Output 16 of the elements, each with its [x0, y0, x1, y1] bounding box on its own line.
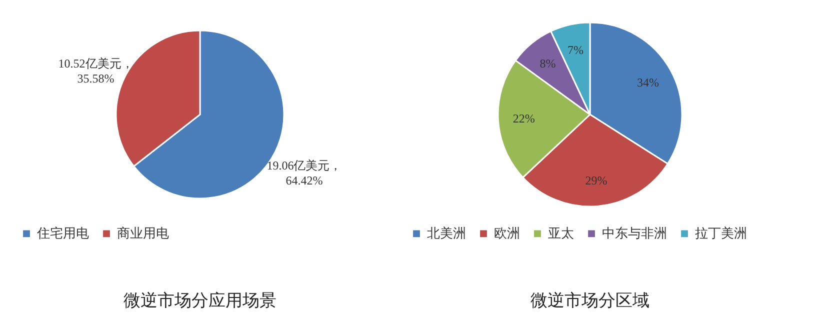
data-label: 7% [568, 42, 584, 57]
text: 微逆市场分区域 [530, 291, 650, 311]
data-label: 19.06亿美元，64.42% [266, 158, 342, 188]
legend-label: 北美洲 [427, 226, 466, 242]
legend-label: 商业用电 [117, 226, 169, 242]
legend-label: 中东与非洲 [602, 226, 667, 242]
legend-label: 住宅用电 [36, 226, 89, 242]
data-label: 8% [540, 56, 556, 70]
legend-label: 拉丁美洲 [695, 226, 747, 242]
data-label: 22% [512, 112, 535, 126]
data-label: 34% [637, 76, 660, 90]
legend-label: 欧洲 [494, 226, 520, 242]
legend-label: 亚太 [548, 226, 574, 242]
data-label: 29% [585, 173, 608, 188]
text: 微逆市场分应用场景 [124, 291, 276, 311]
data-label: 10.52亿美元，35.58% [58, 56, 134, 86]
